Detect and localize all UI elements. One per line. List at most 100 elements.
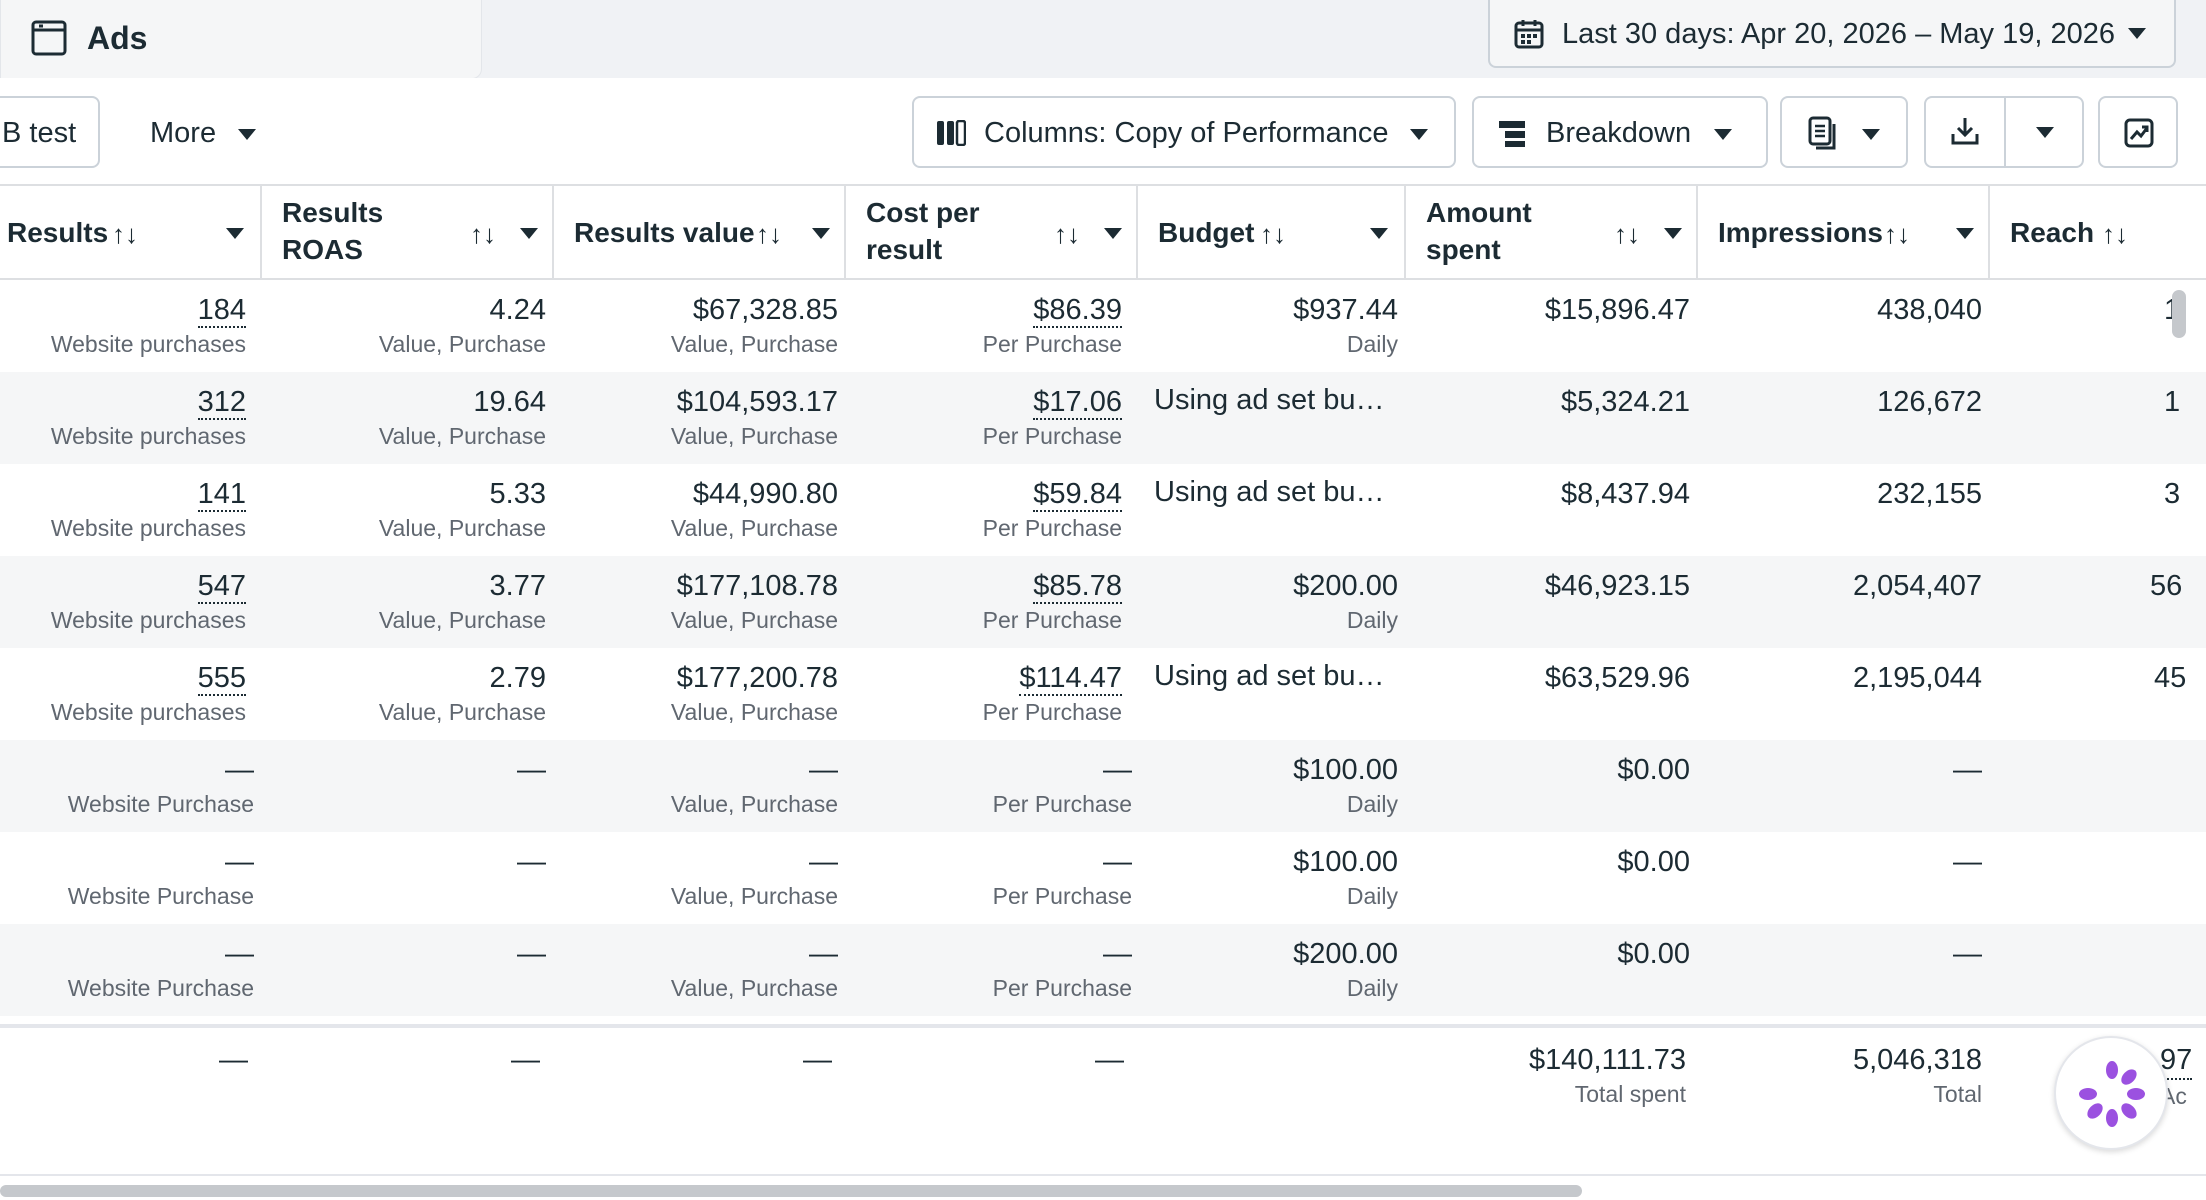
- cell-cost-per-result[interactable]: $17.06 Per Purchase: [982, 386, 1122, 449]
- cell-results-roas: 4.24 Value, Purchase: [378, 294, 546, 357]
- chevron-down-icon: [226, 228, 244, 239]
- ab-test-button[interactable]: B test: [0, 96, 100, 168]
- columns-label: Columns: Copy of Performance: [984, 117, 1389, 149]
- cell-cost-per-result[interactable]: $114.47 Per Purchase: [982, 662, 1122, 725]
- table-row[interactable]: 555 Website purchases 2.79 Value, Purchase $…: [0, 648, 2206, 740]
- cell-results[interactable]: — Website Purchase: [67, 846, 254, 909]
- column-header-label: Reach: [2010, 217, 2095, 248]
- assistant-button[interactable]: [2054, 1036, 2168, 1150]
- chevron-down-icon: [1956, 228, 1974, 239]
- column-header-budget[interactable]: Budget ↑↓: [1138, 186, 1406, 278]
- date-range-picker[interactable]: Last 30 days: Apr 20, 2026 – May 19, 202…: [1488, 0, 2176, 68]
- chevron-down-icon: [2036, 127, 2054, 138]
- sort-icon: ↑↓: [1614, 219, 1640, 249]
- cell-results-value: $177,200.78 Value, Purchase: [670, 662, 838, 725]
- export-button[interactable]: [1926, 98, 2006, 166]
- column-header-label: Amount spent: [1426, 197, 1532, 265]
- table-row[interactable]: 141 Website purchases 5.33 Value, Purchase $…: [0, 464, 2206, 556]
- cell-impressions: 2,195,044: [1852, 662, 1982, 694]
- cell-cost-per-result[interactable]: $59.84 Per Purchase: [982, 478, 1122, 541]
- cell-cost-per-result[interactable]: $86.39 Per Purchase: [982, 294, 1122, 357]
- columns-button[interactable]: Columns: Copy of Performance: [912, 96, 1456, 168]
- column-header-reach[interactable]: Reach ↑↓: [1990, 186, 2206, 278]
- cell-amount-spent: $0.00: [1617, 754, 1690, 786]
- column-header-label: Results ROAS: [282, 197, 384, 265]
- total-impressions: 5,046,318 Total: [1852, 1044, 1982, 1107]
- sort-icon: ↑↓: [2102, 219, 2128, 249]
- breakdown-button[interactable]: Breakdown: [1472, 96, 1768, 168]
- sort-icon: ↑↓: [470, 219, 496, 249]
- cell-impressions: 232,155: [1877, 478, 1982, 510]
- chevron-down-icon: [1410, 129, 1428, 140]
- sort-icon: ↑↓: [1884, 219, 1910, 249]
- cell-results-roas: 2.79 Value, Purchase: [378, 662, 546, 725]
- cell-results-value: $67,328.85 Value, Purchase: [670, 294, 838, 357]
- cell-amount-spent: $46,923.15: [1544, 570, 1690, 602]
- cell-results[interactable]: 141 Website purchases: [50, 478, 246, 541]
- sort-icon: ↑↓: [756, 219, 782, 249]
- cell-results-roas: —: [517, 754, 546, 786]
- column-header-cost-per-result[interactable]: Cost per result ↑↓: [846, 186, 1138, 278]
- cell-budget: $937.44 Daily: [1293, 294, 1398, 357]
- cell-impressions: 438,040: [1877, 294, 1982, 326]
- column-header-amount-spent[interactable]: Amount spent ↑↓: [1406, 186, 1698, 278]
- cell-budget: $100.00 Daily: [1293, 846, 1398, 909]
- total-results: —: [219, 1044, 248, 1076]
- share-chart-button[interactable]: [2098, 96, 2178, 168]
- table-row[interactable]: — Website Purchase — — Value, Purchase — Per P…: [0, 924, 2206, 1016]
- cell-cost-per-result[interactable]: — Per Purchase: [992, 938, 1132, 1001]
- column-header-results-roas[interactable]: Results ROAS ↑↓: [262, 186, 554, 278]
- cell-results[interactable]: — Website Purchase: [67, 938, 254, 1001]
- table-row[interactable]: — Website Purchase — — Value, Purchase — Per P…: [0, 832, 2206, 924]
- table-row[interactable]: 547 Website purchases 3.77 Value, Purchase $…: [0, 556, 2206, 648]
- vertical-scrollbar[interactable]: [2172, 290, 2186, 338]
- cell-results-roas: 3.77 Value, Purchase: [378, 570, 546, 633]
- cell-cost-per-result[interactable]: $85.78 Per Purchase: [982, 570, 1122, 633]
- column-header-label: Impressions: [1718, 217, 1883, 248]
- total-results-value: —: [803, 1044, 832, 1076]
- cell-budget: $200.00 Daily: [1293, 938, 1398, 1001]
- horizontal-scrollbar[interactable]: [0, 1174, 2206, 1200]
- cell-reach: 1: [2164, 386, 2181, 418]
- date-range-label: Last 30 days: Apr 20, 2026 – May 19, 202…: [1562, 18, 2115, 50]
- cell-results-value: — Value, Purchase: [670, 938, 838, 1001]
- cell-results[interactable]: 555 Website purchases: [50, 662, 246, 725]
- column-header-impressions[interactable]: Impressions ↑↓: [1698, 186, 1990, 278]
- cell-results[interactable]: 184 Website purchases: [50, 294, 246, 357]
- cell-budget: $200.00 Daily: [1293, 570, 1398, 633]
- cell-results-value: $44,990.80 Value, Purchase: [670, 478, 838, 541]
- cell-amount-spent: $15,896.47: [1544, 294, 1690, 326]
- export-options-button[interactable]: [2006, 98, 2082, 166]
- reports-button[interactable]: [1780, 96, 1908, 168]
- sort-icon: ↑↓: [1054, 219, 1080, 249]
- export-icon: [1951, 118, 1979, 145]
- export-button-group: [1924, 96, 2084, 168]
- table-row[interactable]: 184 Website purchases 4.24 Value, Purchase $…: [0, 280, 2206, 372]
- cell-results-value: — Value, Purchase: [670, 754, 838, 817]
- cell-results[interactable]: 547 Website purchases: [50, 570, 246, 633]
- cell-budget: Using ad set bu…: [1154, 660, 1385, 692]
- cell-cost-per-result[interactable]: — Per Purchase: [992, 754, 1132, 817]
- total-results-roas: —: [511, 1044, 540, 1076]
- total-amount-spent: $140,111.73 Total spent: [1529, 1044, 1686, 1107]
- table-row[interactable]: — Website Purchase — — Value, Purchase — Per P…: [0, 740, 2206, 832]
- horizontal-scroll-thumb[interactable]: [0, 1185, 1582, 1197]
- cell-results-roas: —: [517, 846, 546, 878]
- cell-budget: Using ad set bu…: [1154, 476, 1385, 508]
- more-button[interactable]: More: [126, 96, 266, 168]
- cell-results-roas: —: [517, 938, 546, 970]
- ads-tab[interactable]: Ads: [0, 0, 482, 79]
- breakdown-label: Breakdown: [1546, 117, 1692, 149]
- column-header-results[interactable]: Results ↑↓: [0, 186, 262, 278]
- columns-icon: [937, 120, 966, 146]
- ads-tab-label: Ads: [87, 20, 148, 56]
- chevron-down-icon: [1104, 228, 1122, 239]
- more-label: More: [150, 117, 217, 149]
- cell-results-value: — Value, Purchase: [670, 846, 838, 909]
- cell-cost-per-result[interactable]: — Per Purchase: [992, 846, 1132, 909]
- column-header-results-value[interactable]: Results value ↑↓: [554, 186, 846, 278]
- table-row[interactable]: 312 Website purchases 19.64 Value, Purchase…: [0, 372, 2206, 464]
- cell-results[interactable]: 312 Website purchases: [50, 386, 246, 449]
- chevron-down-icon: [1370, 228, 1388, 239]
- cell-results[interactable]: — Website Purchase: [67, 754, 254, 817]
